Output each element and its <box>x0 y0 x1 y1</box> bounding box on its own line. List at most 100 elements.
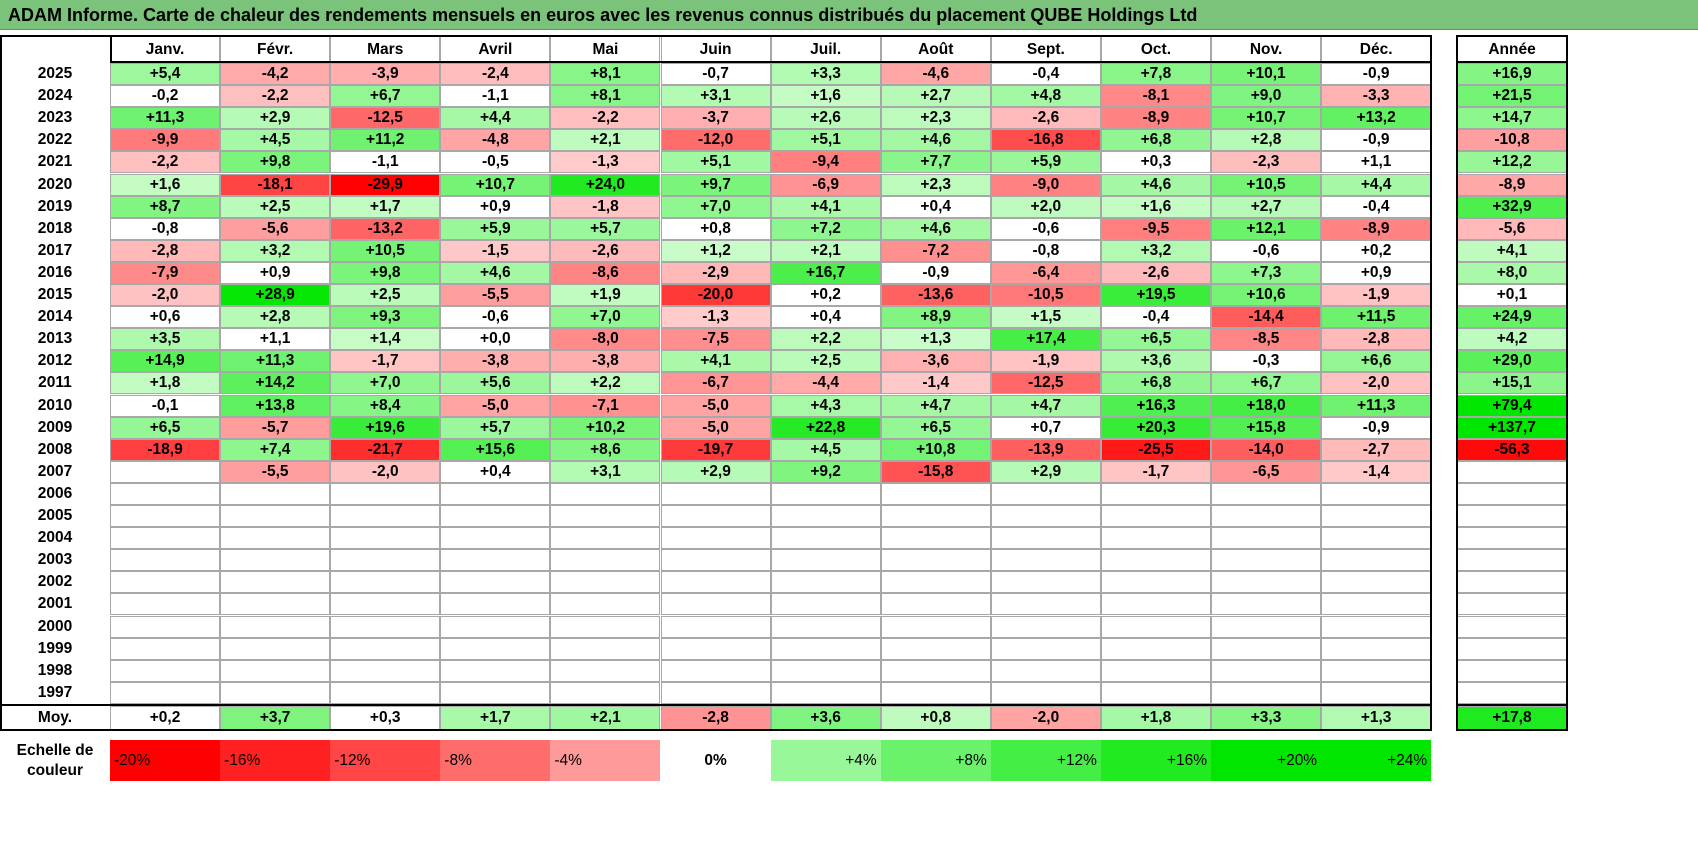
annual-cell: +12,2 <box>1457 151 1567 174</box>
annual-cell <box>1457 482 1567 505</box>
heatmap-cell <box>1321 593 1432 616</box>
heatmap-cell <box>440 527 551 550</box>
heatmap-cell: +2,1 <box>770 239 881 262</box>
heatmap-cell: +12,1 <box>1211 217 1322 240</box>
heatmap-cell <box>1100 681 1211 704</box>
heatmap-cell <box>220 505 331 528</box>
annual-cell <box>1457 549 1567 572</box>
heatmap-cell: -9,0 <box>990 173 1101 196</box>
heatmap-cell: -8,1 <box>1100 85 1211 108</box>
heatmap-cell: +1,5 <box>990 306 1101 329</box>
heatmap-cell: +9,8 <box>330 261 441 284</box>
heatmap-cell: -2,3 <box>1211 151 1322 174</box>
heatmap-cell <box>220 482 331 505</box>
scale-swatch: +12% <box>990 740 1101 781</box>
heatmap-cell <box>330 571 441 594</box>
heatmap-cell <box>110 527 221 550</box>
average-cell: +2,1 <box>550 706 661 730</box>
heatmap-cell <box>880 637 991 660</box>
year-label: 2005 <box>37 507 73 525</box>
year-label: 2006 <box>37 484 73 502</box>
heatmap-cell <box>990 593 1101 616</box>
annual-cell <box>1457 571 1567 594</box>
heatmap-cell <box>770 549 881 572</box>
heatmap-cell: +11,2 <box>330 129 441 152</box>
heatmap-cell <box>1100 593 1211 616</box>
heatmap-cell: +6,5 <box>1100 328 1211 351</box>
year-label: 2003 <box>37 551 73 569</box>
heatmap-cell: -5,5 <box>440 284 551 307</box>
heatmap-cell: -4,6 <box>880 63 991 86</box>
month-header: Déc. <box>1321 36 1432 63</box>
heatmap-cell: +2,5 <box>330 284 441 307</box>
heatmap-cell: +7,3 <box>1211 261 1322 284</box>
heatmap-cell: +7,0 <box>330 372 441 395</box>
heatmap-cell: +10,6 <box>1211 284 1322 307</box>
heatmap-cell: -0,7 <box>660 63 771 86</box>
heatmap-cell: -0,9 <box>880 261 991 284</box>
heatmap-cell <box>1321 571 1432 594</box>
heatmap-cell: -1,9 <box>990 350 1101 373</box>
heatmap-cell: +14,2 <box>220 372 331 395</box>
heatmap-cell: -2,8 <box>110 239 221 262</box>
average-cell: +3,7 <box>220 706 331 730</box>
month-header: Févr. <box>220 36 331 63</box>
heatmap-cell: +2,6 <box>770 107 881 130</box>
chart-title-bar: ADAM Informe. Carte de chaleur des rende… <box>0 0 1698 30</box>
average-label: Moy. <box>37 709 73 726</box>
heatmap-cell <box>220 637 331 660</box>
heatmap-cell <box>1100 615 1211 638</box>
scale-swatch: +4% <box>770 740 881 781</box>
year-label: 2023 <box>37 109 73 127</box>
heatmap-cell <box>1321 615 1432 638</box>
heatmap-cell <box>880 659 991 682</box>
heatmap-cell: -21,7 <box>330 438 441 461</box>
heatmap-cell: +3,3 <box>770 63 881 86</box>
heatmap-cell: +13,2 <box>1321 107 1432 130</box>
heatmap-cell: -6,9 <box>770 173 881 196</box>
heatmap-cell <box>1211 615 1322 638</box>
heatmap-cell: +4,6 <box>880 217 991 240</box>
annual-cell <box>1457 615 1567 638</box>
heatmap-cell: -5,0 <box>440 394 551 417</box>
heatmap-cell: +2,9 <box>660 460 771 483</box>
average-annual-cell: +17,8 <box>1457 706 1567 730</box>
heatmap-cell: -7,5 <box>660 328 771 351</box>
heatmap-cell <box>660 482 771 505</box>
heatmap-cell <box>990 615 1101 638</box>
heatmap-cell: -7,2 <box>880 239 991 262</box>
heatmap-cell: +7,0 <box>550 306 661 329</box>
heatmap-cell: -3,3 <box>1321 85 1432 108</box>
heatmap-cell: -8,0 <box>550 328 661 351</box>
heatmap-cell: +1,4 <box>330 328 441 351</box>
heatmap-cell <box>440 615 551 638</box>
heatmap-cell <box>110 637 221 660</box>
heatmap-cell: +8,1 <box>550 85 661 108</box>
heatmap-cell: +7,0 <box>660 195 771 218</box>
heatmap-cell <box>1100 659 1211 682</box>
heatmap-cell <box>110 460 221 483</box>
heatmap-cell: -2,6 <box>550 239 661 262</box>
heatmap-cell: +7,4 <box>220 438 331 461</box>
heatmap-cell: +2,5 <box>770 350 881 373</box>
heatmap-cell: +3,2 <box>1100 239 1211 262</box>
heatmap-cell: +1,1 <box>1321 151 1432 174</box>
heatmap-cell: -0,9 <box>1321 416 1432 439</box>
heatmap-cell <box>330 681 441 704</box>
heatmap-cell: +20,3 <box>1100 416 1211 439</box>
heatmap-cell <box>770 637 881 660</box>
heatmap-cell: -1,8 <box>550 195 661 218</box>
heatmap-cell: +4,5 <box>220 129 331 152</box>
heatmap-cell: +5,6 <box>440 372 551 395</box>
heatmap-cell <box>660 637 771 660</box>
heatmap-cell: +14,9 <box>110 350 221 373</box>
heatmap-cell: +15,6 <box>440 438 551 461</box>
heatmap-cell: +2,0 <box>990 195 1101 218</box>
heatmap-cell: -1,5 <box>440 239 551 262</box>
scale-swatch: -20% <box>110 740 221 781</box>
heatmap-cell: -6,5 <box>1211 460 1322 483</box>
heatmap-cell: +1,1 <box>220 328 331 351</box>
heatmap-cell: -0,4 <box>990 63 1101 86</box>
heatmap-cell: -2,2 <box>550 107 661 130</box>
scale-swatch: -4% <box>550 740 661 781</box>
